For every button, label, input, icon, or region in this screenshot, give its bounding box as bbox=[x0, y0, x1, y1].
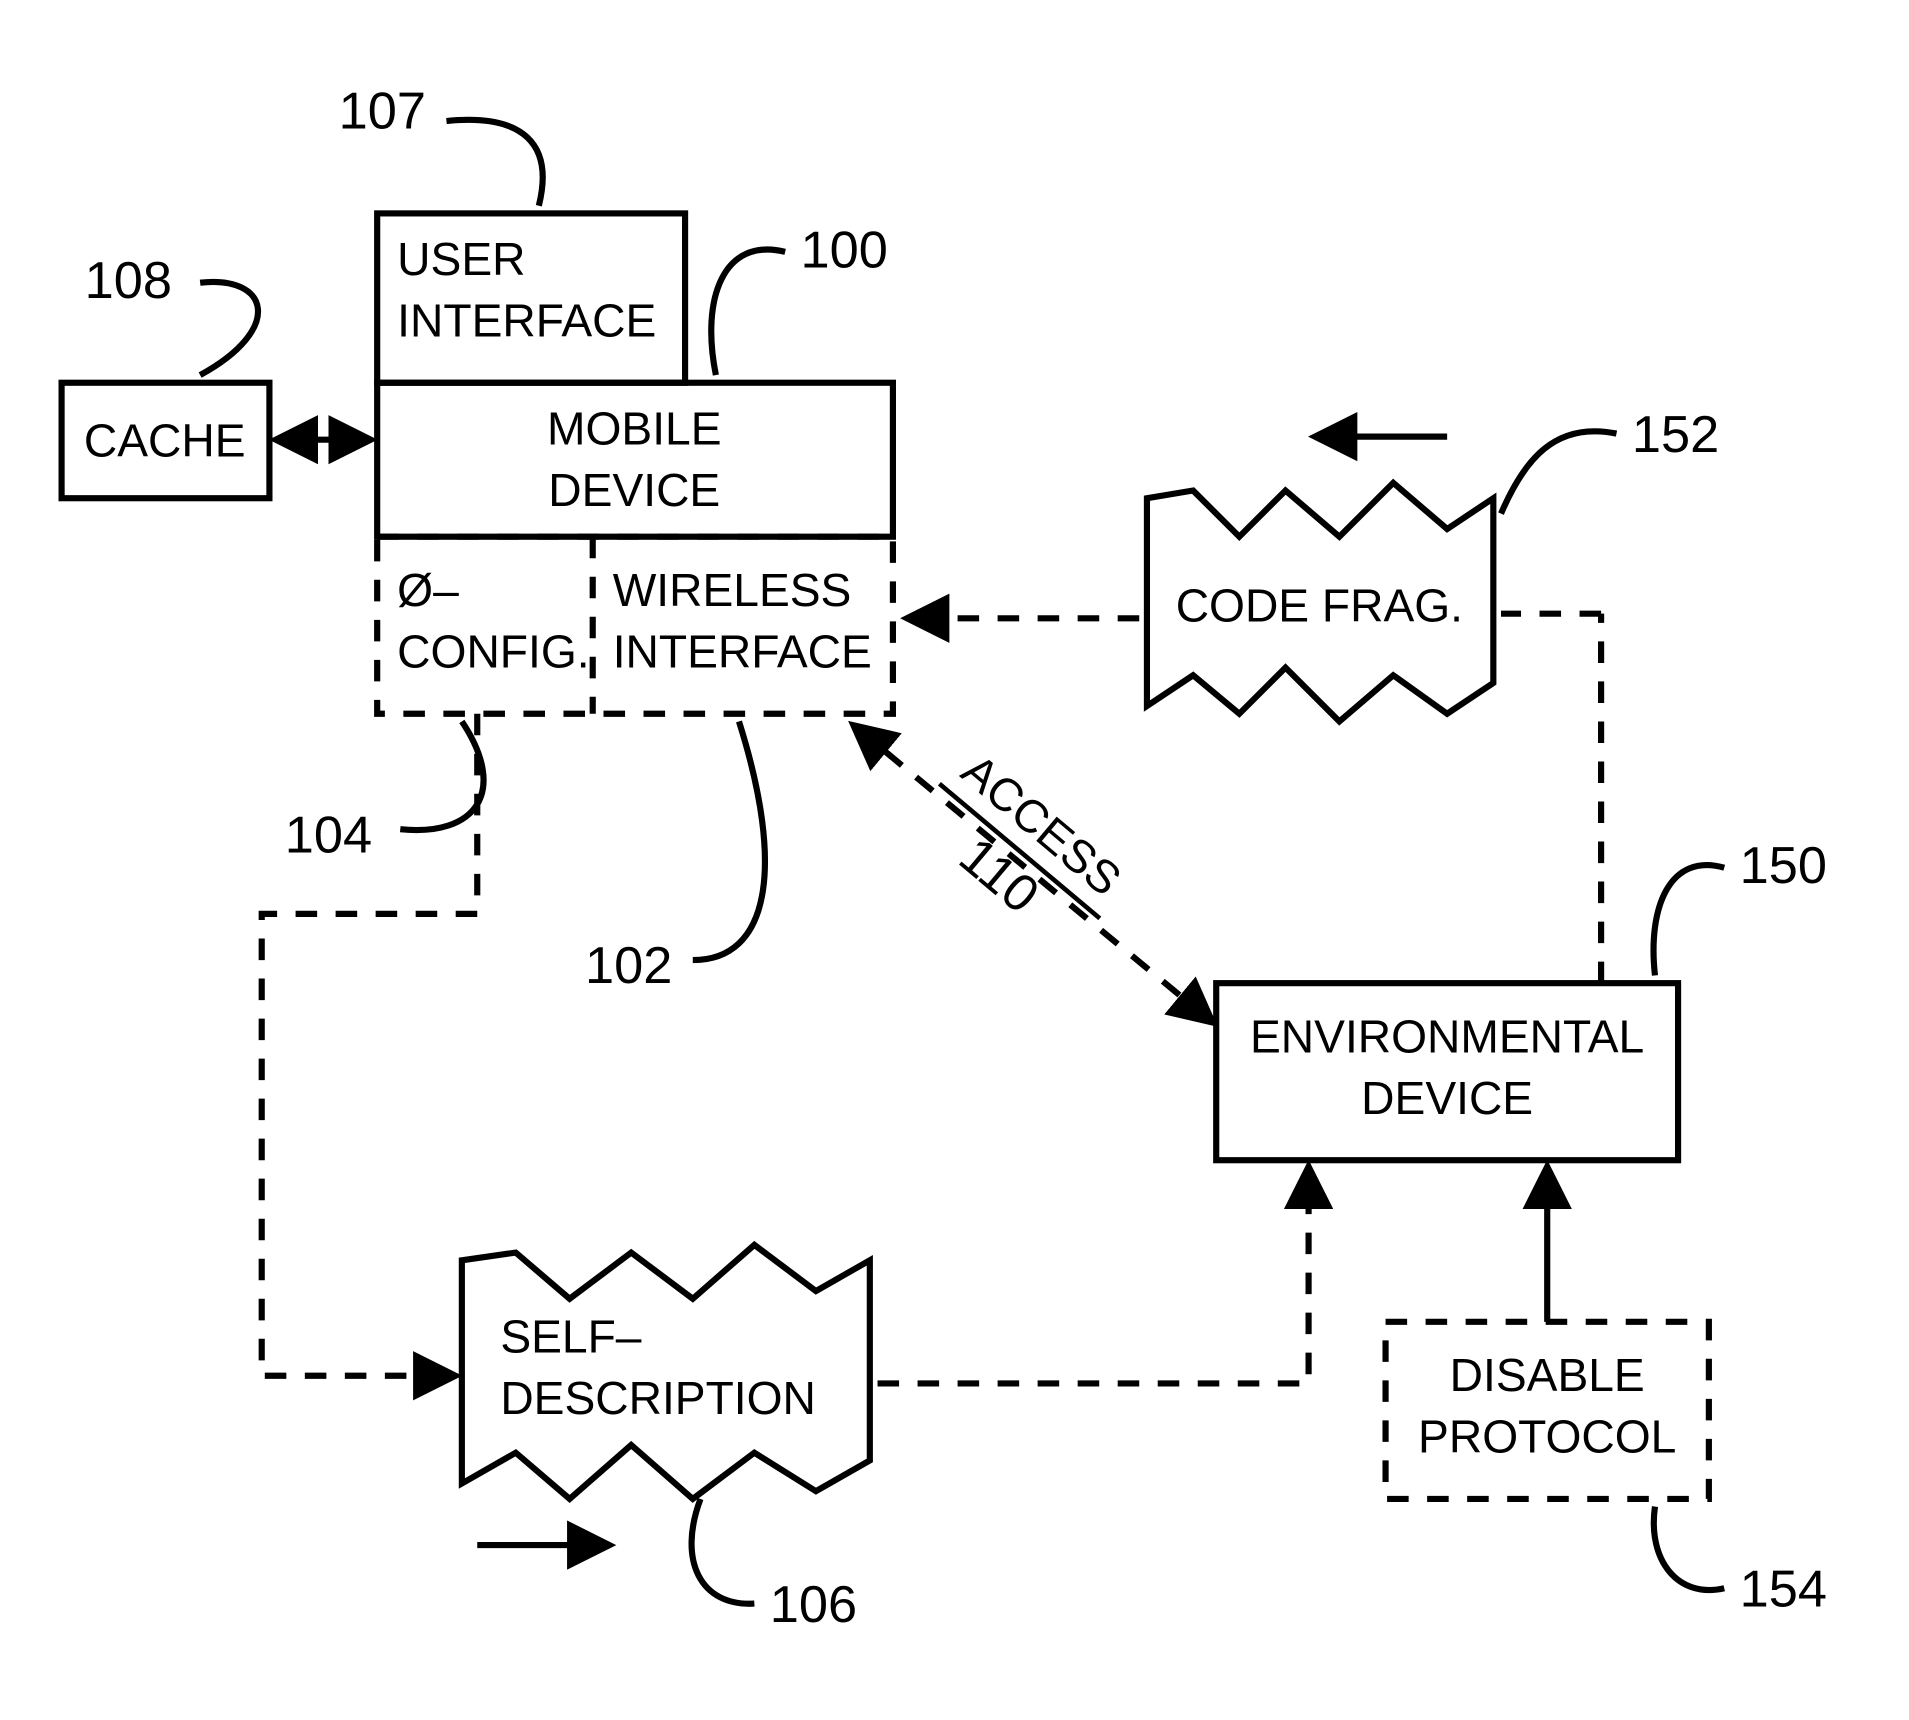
zero-config-label-2: CONFIG. bbox=[397, 626, 589, 678]
user-interface-box: USER INTERFACE bbox=[377, 213, 685, 382]
leader-150 bbox=[1654, 865, 1725, 975]
mobile-device-box: MOBILE DEVICE bbox=[377, 383, 893, 537]
ref-150: 150 bbox=[1740, 837, 1827, 895]
self-description-box: SELF– DESCRIPTION bbox=[462, 1245, 870, 1499]
leader-102 bbox=[693, 721, 765, 960]
ref-106: 106 bbox=[770, 1576, 857, 1634]
disable-label-2: PROTOCOL bbox=[1418, 1411, 1676, 1463]
leader-106 bbox=[692, 1499, 755, 1604]
code-frag-label: CODE FRAG. bbox=[1176, 579, 1463, 631]
ref-152: 152 bbox=[1632, 406, 1719, 464]
leader-154 bbox=[1654, 1507, 1724, 1590]
leader-104 bbox=[400, 721, 483, 830]
selfdesc-to-envdev-connector bbox=[878, 1168, 1309, 1384]
ref-104: 104 bbox=[285, 806, 372, 864]
mobile-device-label-1: MOBILE bbox=[547, 402, 721, 454]
user-interface-label-1: USER bbox=[397, 233, 525, 285]
code-frag-box: CODE FRAG. bbox=[1147, 483, 1493, 722]
self-desc-label-2: DESCRIPTION bbox=[500, 1372, 816, 1424]
patent-block-diagram: CACHE USER INTERFACE MOBILE DEVICE Ø– CO… bbox=[0, 0, 1909, 1720]
leader-100 bbox=[711, 250, 785, 376]
mobile-device-label-2: DEVICE bbox=[548, 464, 720, 516]
cache-label: CACHE bbox=[84, 415, 246, 467]
leader-152 bbox=[1501, 431, 1616, 513]
wireless-label-2: INTERFACE bbox=[613, 626, 872, 678]
ref-102: 102 bbox=[585, 937, 672, 995]
wireless-label-1: WIRELESS bbox=[613, 564, 852, 616]
disable-protocol-box: DISABLE PROTOCOL bbox=[1386, 1322, 1709, 1499]
ref-108: 108 bbox=[85, 252, 172, 310]
cache-box: CACHE bbox=[62, 383, 270, 498]
zero-config-label-1: Ø– bbox=[397, 564, 459, 616]
env-device-label-1: ENVIRONMENTAL bbox=[1250, 1010, 1644, 1062]
leader-108 bbox=[200, 282, 258, 375]
environmental-device-box: ENVIRONMENTAL DEVICE bbox=[1216, 983, 1678, 1160]
leader-107 bbox=[446, 120, 542, 206]
ref-107: 107 bbox=[339, 83, 426, 141]
disable-label-1: DISABLE bbox=[1450, 1349, 1645, 1401]
user-interface-label-2: INTERFACE bbox=[397, 295, 656, 347]
self-desc-label-1: SELF– bbox=[500, 1311, 641, 1363]
ref-154: 154 bbox=[1740, 1561, 1827, 1619]
env-device-label-2: DEVICE bbox=[1361, 1072, 1533, 1124]
ref-100: 100 bbox=[801, 221, 888, 279]
mobile-device-lower: Ø– CONFIG. WIRELESS INTERFACE bbox=[377, 537, 893, 714]
